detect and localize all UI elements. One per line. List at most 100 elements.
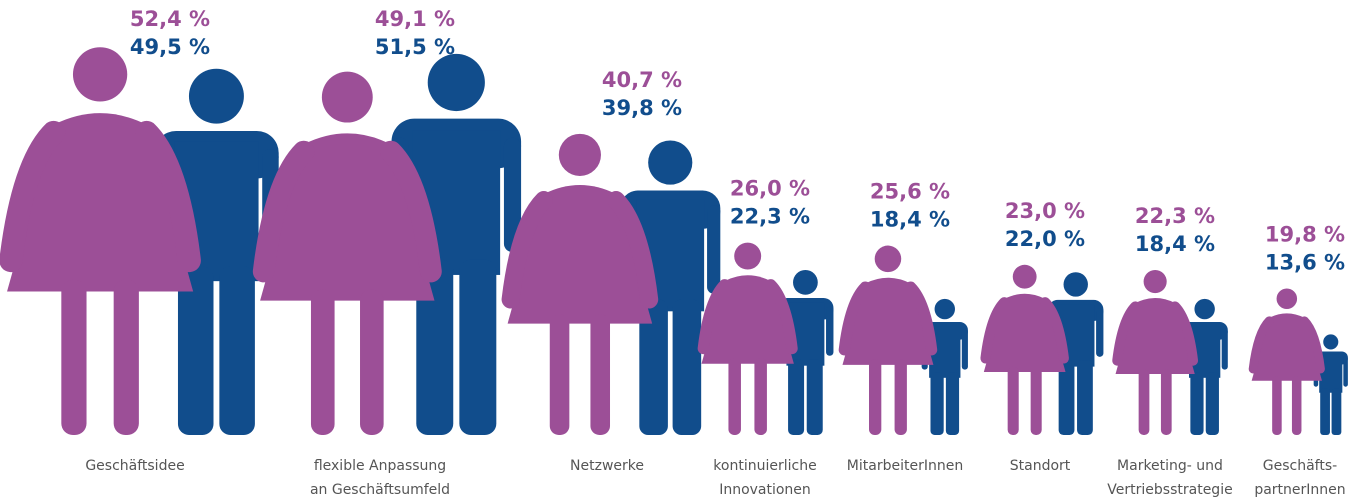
figure-arm [252, 140, 315, 283]
value-label: 25,6 % [870, 180, 950, 204]
figure-head [1012, 264, 1037, 289]
value-label: 22,3 % [1135, 204, 1215, 228]
figure-dress [507, 185, 653, 324]
figure-head [321, 71, 373, 123]
value-label: 49,5 % [130, 35, 210, 59]
value-label: 18,4 % [1135, 232, 1215, 256]
value-label: 22,3 % [730, 205, 810, 229]
figure-leg [549, 314, 570, 435]
figure-part [788, 359, 805, 435]
value-label: 23,0 % [1005, 199, 1085, 223]
category-label: partnerInnen [1254, 482, 1345, 498]
figure-dress [701, 275, 794, 364]
woman-figure [838, 245, 938, 435]
figure-head [558, 133, 601, 176]
figure-arm [1112, 301, 1141, 366]
figure-head [188, 68, 244, 124]
figure-leg [1291, 376, 1302, 435]
figure-part [672, 299, 702, 435]
man-figure [1181, 298, 1228, 435]
woman-figure [0, 47, 201, 435]
value-label: 39,8 % [602, 96, 682, 120]
figure-leg [590, 314, 611, 435]
figure-part [639, 299, 668, 435]
figure-leg [728, 358, 741, 435]
figure-head [427, 53, 485, 112]
figure-part [945, 372, 960, 435]
category-label: kontinuierliche [713, 458, 816, 474]
category-label: MitarbeiterInnen [847, 458, 963, 474]
figure-dress [7, 113, 194, 292]
figure-arm [904, 281, 938, 356]
category-label: Innovationen [719, 482, 811, 498]
woman-figure [1248, 288, 1325, 435]
figure-leg [113, 279, 139, 435]
value-label: 26,0 % [730, 177, 810, 201]
figure-leg [310, 289, 335, 435]
value-label: 22,0 % [1005, 227, 1085, 251]
figure-part [1205, 372, 1219, 435]
figure-arm [1040, 297, 1069, 364]
figure-dress [1251, 313, 1322, 381]
figure-leg [894, 359, 907, 435]
figure-head [1194, 298, 1215, 320]
category-label: an Geschäftsumfeld [310, 482, 450, 498]
figure-head [1143, 269, 1167, 294]
woman-figure [980, 264, 1069, 435]
figure-arm [1300, 316, 1325, 374]
figure-part [806, 359, 823, 435]
figure-dress [983, 293, 1066, 373]
woman-figure [252, 71, 442, 435]
figure-leg [1007, 366, 1019, 435]
figure-head [934, 298, 955, 320]
category-label: Geschäftsidee [85, 458, 184, 474]
category-label: Netzwerke [570, 458, 644, 474]
woman-figure [1112, 269, 1199, 435]
figure-head [648, 140, 693, 185]
figure-part [219, 266, 255, 435]
figure-head [1323, 334, 1339, 350]
figure-arm [135, 120, 201, 273]
figure-arm [1248, 316, 1274, 374]
figure-part [930, 372, 944, 435]
figure-leg [1160, 368, 1172, 435]
figure-head [72, 47, 128, 102]
figure-part [416, 259, 454, 435]
figure-part [1096, 308, 1104, 357]
figure-part [503, 137, 522, 253]
category-label: Marketing- und [1117, 458, 1223, 474]
figure-leg [1272, 376, 1282, 435]
figure-arm [501, 191, 553, 309]
figure-arm [980, 297, 1010, 364]
figure-leg [754, 358, 767, 435]
value-label: 19,8 % [1265, 222, 1345, 246]
figure-part [1077, 360, 1093, 435]
figure-arm [606, 191, 659, 309]
category-label: Geschäfts- [1263, 458, 1337, 474]
figure-head [874, 245, 902, 273]
figure-part [1190, 372, 1204, 435]
figure-part [961, 328, 968, 370]
figure-part [1320, 388, 1330, 435]
figure-arm [765, 279, 798, 355]
figure-part [459, 259, 497, 435]
value-label: 40,7 % [602, 68, 682, 92]
figure-head [793, 269, 818, 295]
figure-arm [0, 120, 66, 273]
figure-part [1343, 356, 1348, 387]
figure-part [826, 306, 834, 356]
man-figure [777, 269, 834, 435]
category-label: Standort [1010, 458, 1071, 474]
figure-dress [1115, 298, 1195, 374]
figure-arm [697, 279, 731, 355]
woman-figure [697, 242, 798, 435]
figure-leg [869, 359, 882, 435]
figure-leg [360, 289, 384, 435]
figure-part [1331, 388, 1342, 435]
figure-head [1276, 288, 1298, 309]
value-label: 51,5 % [375, 35, 455, 59]
figure-head [1063, 272, 1088, 297]
figure-leg [1138, 368, 1150, 435]
figure-head [734, 242, 762, 270]
